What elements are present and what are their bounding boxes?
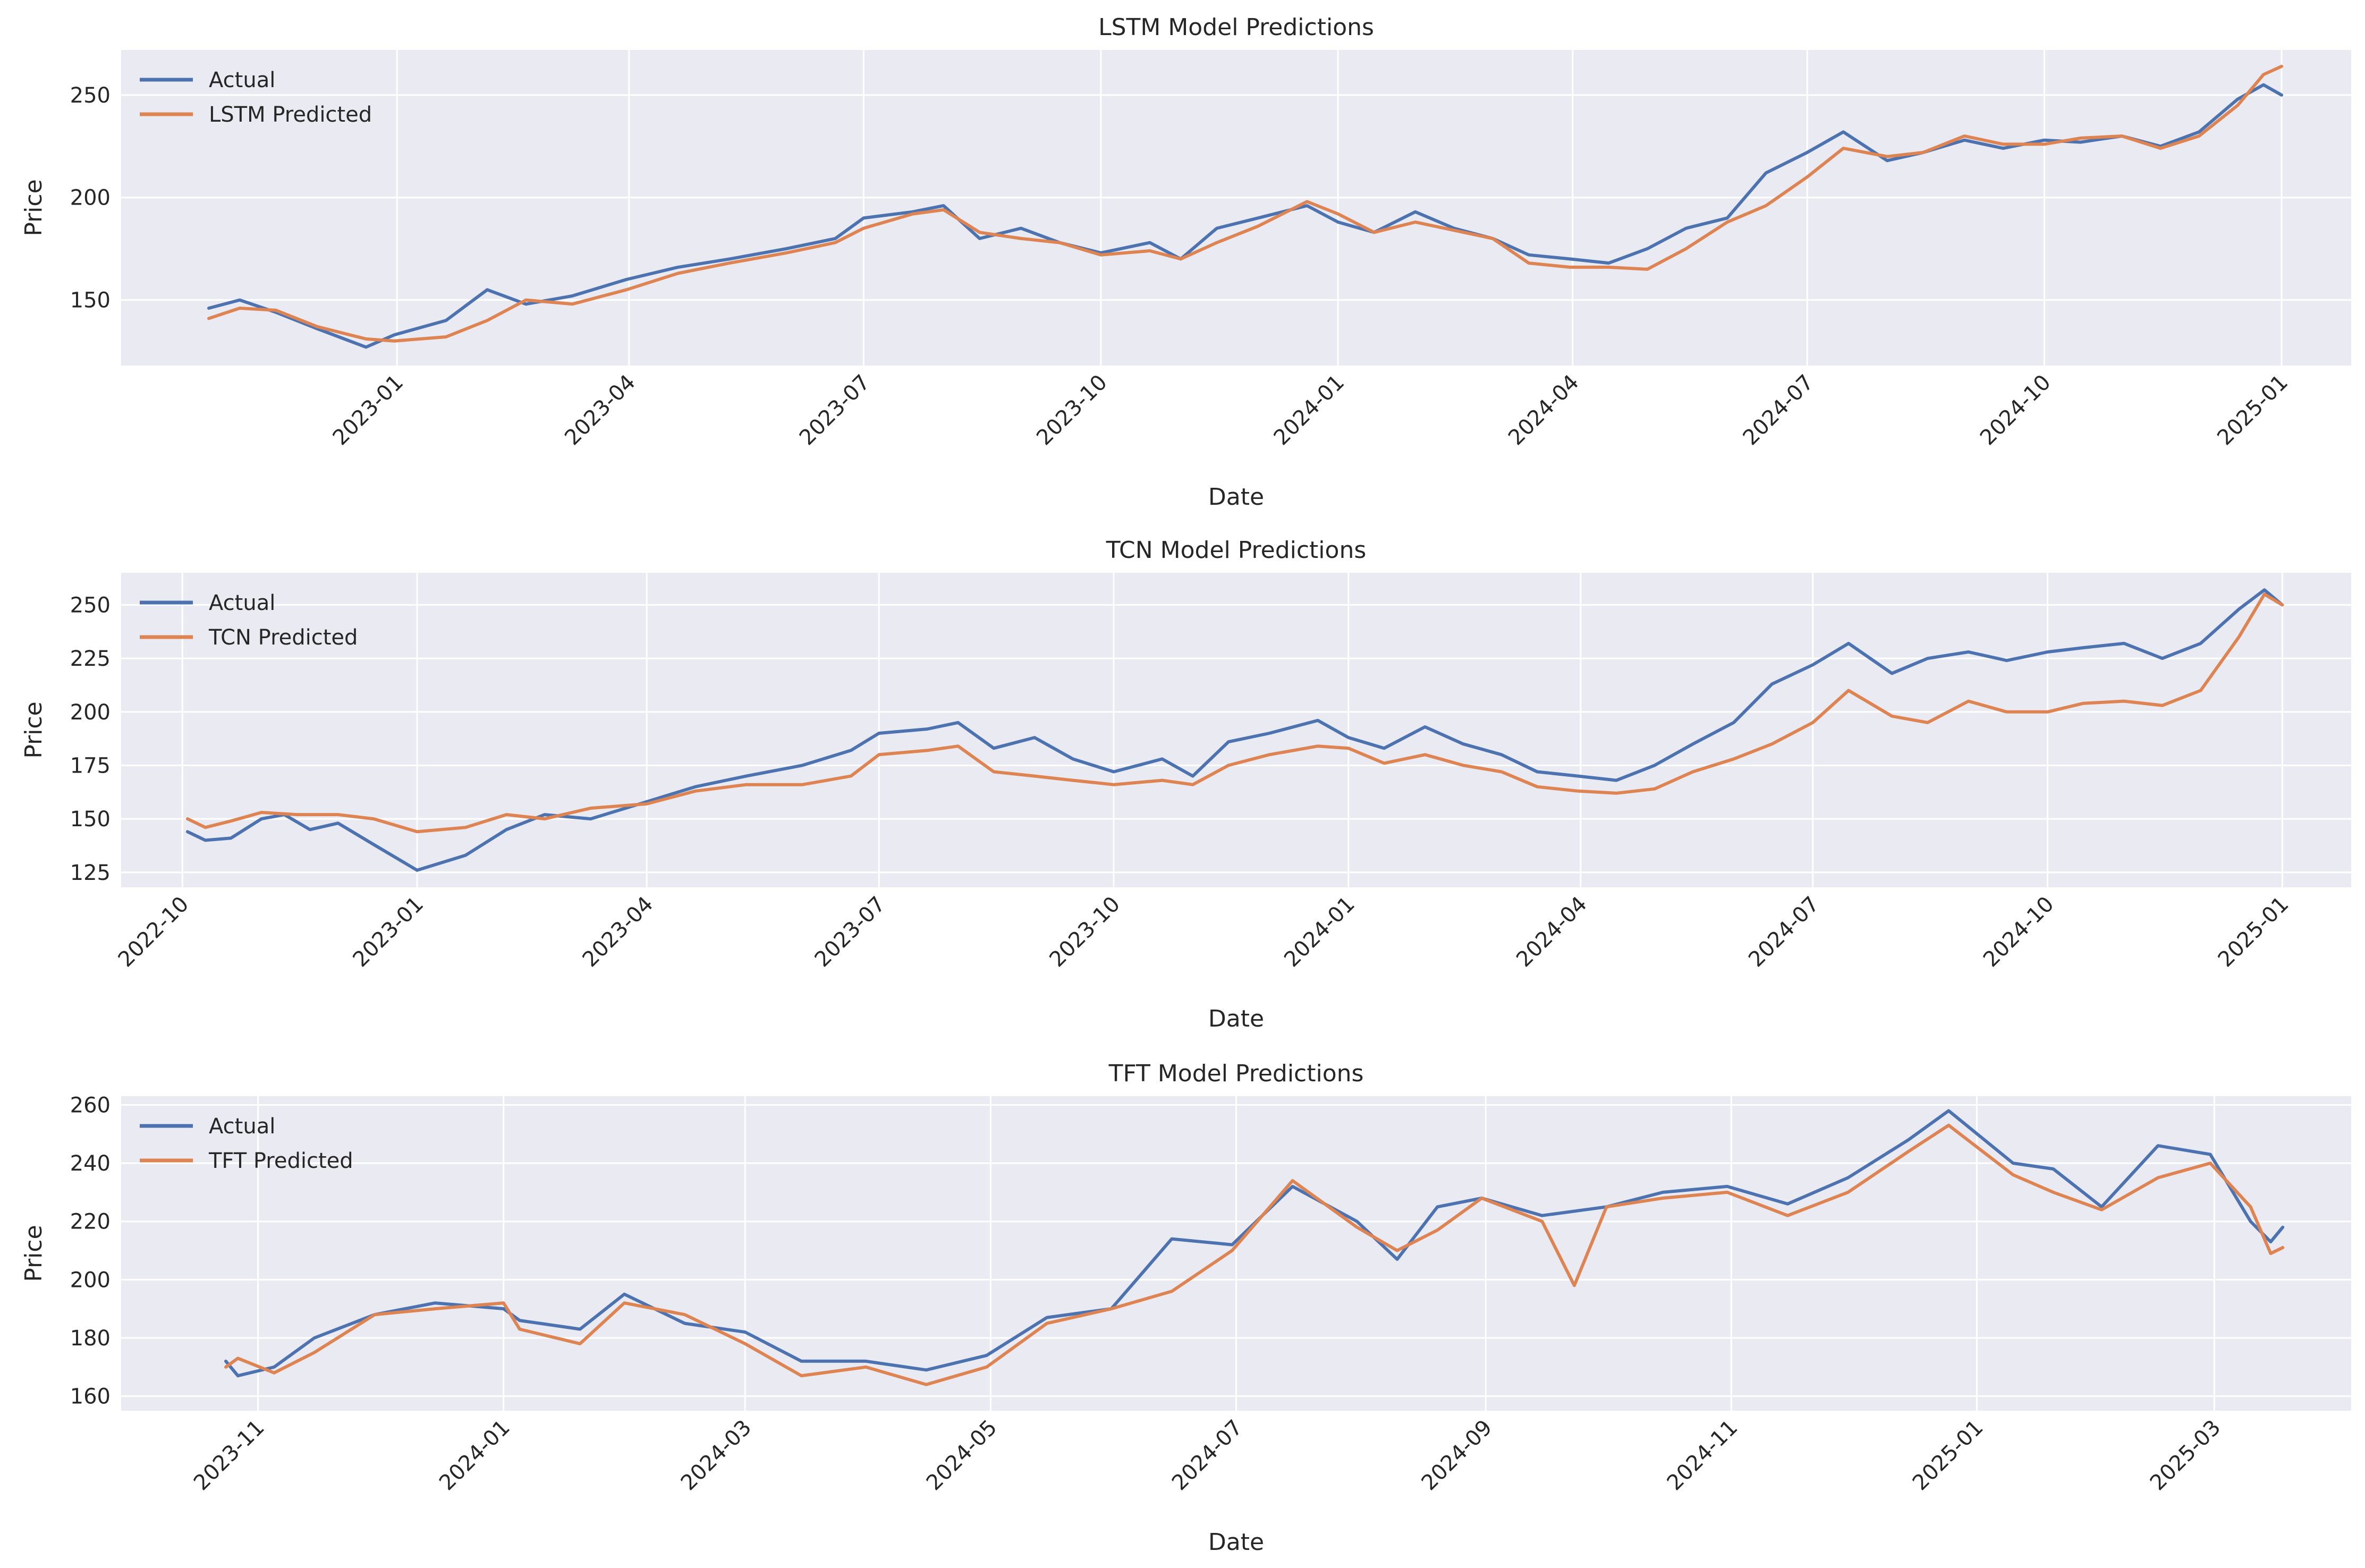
x-tick-label: 2025-01: [2214, 892, 2294, 972]
y-tick-labels: 150 200 250: [70, 83, 111, 313]
legend: Actual TCN Predicted: [140, 591, 358, 650]
plot-area: [121, 50, 2351, 366]
gridlines: [121, 50, 2351, 366]
x-tick-label: 2023-04: [560, 370, 640, 451]
y-axis-label: Price: [20, 179, 47, 236]
x-axis-label: Date: [1208, 1529, 1264, 1556]
y-tick-label: 260: [70, 1093, 111, 1117]
x-tick-label: 2024-10: [1979, 892, 2059, 972]
legend-label-actual: Actual: [209, 68, 275, 92]
legend-label-actual: Actual: [209, 1114, 275, 1139]
x-tick-label: 2023-04: [578, 892, 658, 972]
legend-label-predicted: TFT Predicted: [208, 1149, 353, 1173]
x-axis-label: Date: [1208, 484, 1264, 511]
x-tick-label: 2025-03: [2146, 1416, 2226, 1496]
x-tick-label: 2023-10: [1045, 892, 1125, 972]
legend-label-actual: Actual: [209, 591, 275, 615]
series-predicted: [207, 64, 2283, 343]
series-predicted: [185, 592, 2284, 834]
x-tick-label: 2025-01: [1908, 1416, 1988, 1496]
legend-label-predicted: TCN Predicted: [208, 625, 358, 650]
x-tick-label: 2024-10: [1976, 370, 2056, 451]
x-tick-label: 2023-07: [810, 892, 891, 972]
x-tick-label: 2023-10: [1032, 370, 1112, 451]
y-tick-label: 250: [70, 593, 111, 617]
y-tick-label: 160: [70, 1385, 111, 1409]
y-tick-label: 250: [70, 83, 111, 108]
chart-title: TCN Model Predictions: [1106, 537, 1367, 564]
series-lines: [207, 64, 2283, 349]
x-tick-label: 2023-01: [328, 370, 409, 451]
x-tick-label: 2025-01: [2213, 370, 2293, 451]
y-tick-labels: 160 180 200 220 240 260: [70, 1093, 111, 1409]
legend: Actual LSTM Predicted: [140, 68, 372, 127]
y-axis-label: Price: [20, 1225, 47, 1282]
x-tick-label: 2024-07: [1739, 370, 1819, 451]
y-tick-label: 225: [70, 647, 111, 671]
x-tick-label: 2024-01: [1279, 892, 1360, 972]
y-tick-label: 240: [70, 1151, 111, 1176]
x-tick-label: 2024-01: [1269, 370, 1350, 451]
chart-title: LSTM Model Predictions: [1098, 14, 1374, 41]
x-tick-labels: 2023-01 2023-04 2023-07 2023-10 2024-01 2024-…: [328, 370, 2293, 451]
tcn-panel: TCN Model Predictions 2022-10 2023-01 2023…: [20, 537, 2351, 1032]
series-lines: [224, 1109, 2285, 1386]
series-actual: [207, 83, 2283, 349]
y-tick-label: 150: [70, 807, 111, 832]
x-tick-label: 2023-11: [189, 1416, 269, 1496]
x-tick-label: 2023-01: [348, 892, 428, 972]
series-actual: [185, 588, 2284, 872]
x-tick-labels: 2022-10 2023-01 2023-04 2023-07 2023-10 2024-…: [114, 892, 2294, 972]
x-tick-label: 2024-05: [922, 1416, 1002, 1496]
series-lines: [185, 588, 2284, 872]
series-predicted: [224, 1123, 2285, 1386]
tft-panel: TFT Model Predictions 2023-11 2024-01 2024…: [20, 1060, 2351, 1556]
plot-area: [121, 573, 2351, 887]
chart-title: TFT Model Predictions: [1108, 1060, 1364, 1087]
x-tick-label: 2024-07: [1167, 1416, 1248, 1496]
lstm-panel: LSTM Model Predictions 2023-01 2023-04 202…: [20, 14, 2351, 511]
y-tick-label: 150: [70, 289, 111, 313]
x-axis-label: Date: [1208, 1005, 1264, 1032]
x-tick-labels: 2023-11 2024-01 2024-03 2024-05 2024-07 2024-…: [189, 1416, 2226, 1496]
x-tick-label: 2024-04: [1504, 370, 1584, 451]
x-tick-label: 2024-03: [676, 1416, 757, 1496]
x-tick-label: 2024-11: [1663, 1416, 1743, 1496]
legend-label-predicted: LSTM Predicted: [209, 103, 372, 127]
y-tick-label: 200: [70, 700, 111, 725]
y-tick-label: 180: [70, 1326, 111, 1351]
x-tick-label: 2023-07: [795, 370, 875, 451]
gridlines: [121, 1096, 2351, 1411]
series-actual: [224, 1109, 2285, 1378]
y-axis-label: Price: [20, 701, 47, 758]
x-tick-label: 2024-09: [1417, 1416, 1497, 1496]
y-tick-label: 200: [70, 1268, 111, 1292]
x-tick-label: 2024-07: [1744, 892, 1824, 972]
y-tick-label: 125: [70, 861, 111, 885]
y-tick-labels: 125 150 175 200 225 250: [70, 593, 111, 885]
legend: Actual TFT Predicted: [140, 1114, 353, 1173]
x-tick-label: 2024-04: [1512, 892, 1592, 972]
y-tick-label: 200: [70, 186, 111, 210]
x-tick-label: 2022-10: [114, 892, 194, 972]
gridlines: [121, 573, 2351, 887]
y-tick-label: 175: [70, 753, 111, 778]
x-tick-label: 2024-01: [435, 1416, 515, 1496]
y-tick-label: 220: [70, 1210, 111, 1234]
